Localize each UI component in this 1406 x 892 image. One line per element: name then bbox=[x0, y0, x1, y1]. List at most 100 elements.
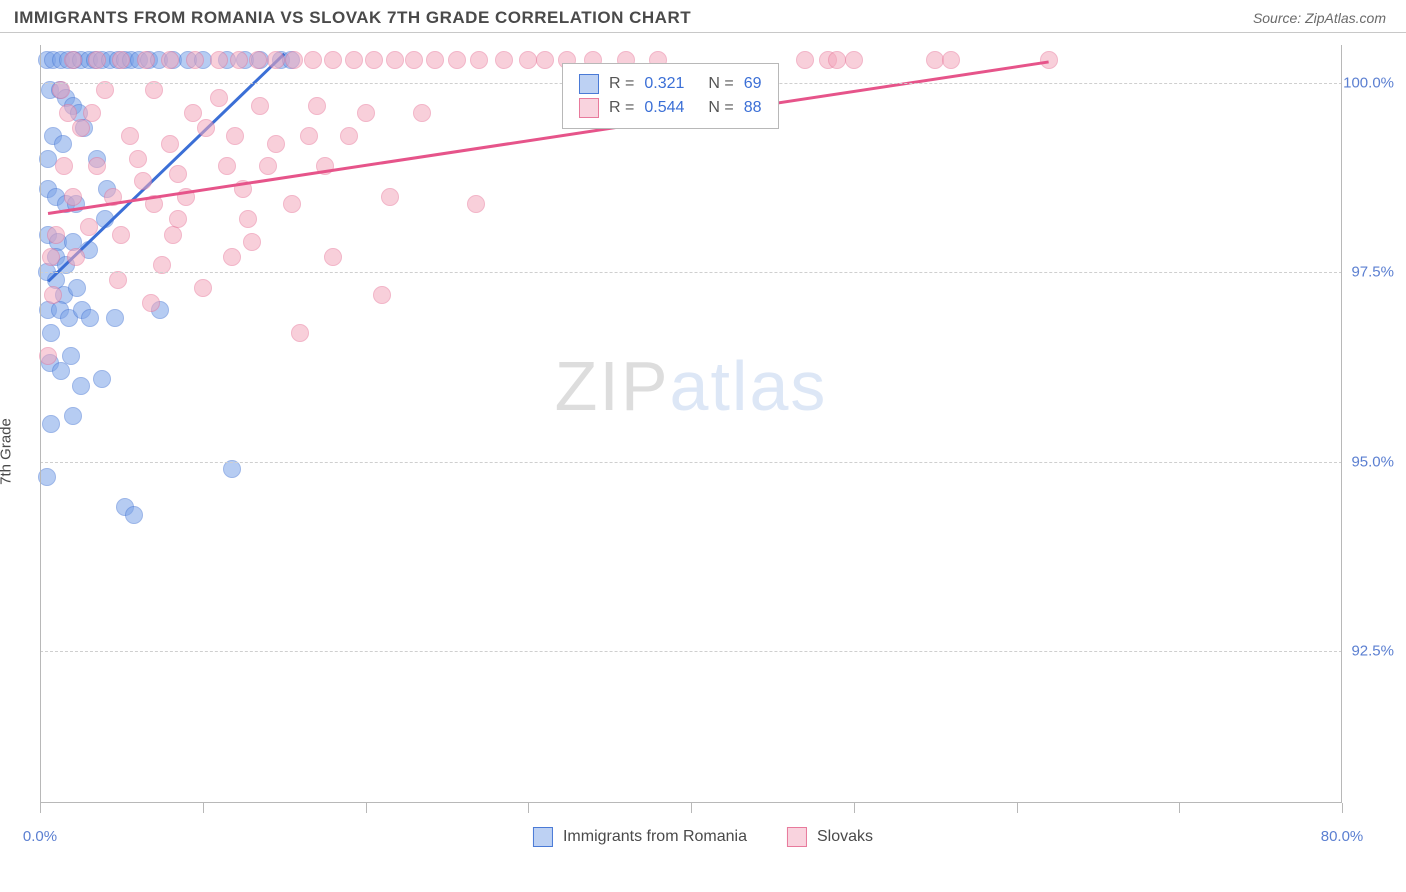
data-point bbox=[324, 248, 342, 266]
data-point bbox=[194, 279, 212, 297]
y-tick-label: 97.5% bbox=[1351, 264, 1394, 281]
data-point bbox=[304, 51, 322, 69]
data-point bbox=[88, 51, 106, 69]
data-point bbox=[536, 51, 554, 69]
data-point bbox=[340, 127, 358, 145]
stats-r-value: 0.544 bbox=[644, 99, 684, 117]
data-point bbox=[112, 51, 130, 69]
data-point bbox=[137, 51, 155, 69]
data-point bbox=[81, 309, 99, 327]
data-point bbox=[267, 135, 285, 153]
data-point bbox=[467, 195, 485, 213]
data-point bbox=[64, 407, 82, 425]
data-point bbox=[93, 370, 111, 388]
stats-r-label: R = bbox=[609, 75, 634, 93]
x-tick-mark bbox=[40, 803, 41, 813]
legend-label-romania: Immigrants from Romania bbox=[563, 828, 747, 846]
data-point bbox=[42, 248, 60, 266]
data-point bbox=[184, 104, 202, 122]
data-point bbox=[169, 210, 187, 228]
data-point bbox=[112, 226, 130, 244]
legend-swatch-pink bbox=[787, 827, 807, 847]
x-tick-mark bbox=[1342, 803, 1343, 813]
data-point bbox=[59, 104, 77, 122]
stats-swatch bbox=[579, 98, 599, 118]
data-point bbox=[169, 165, 187, 183]
data-point bbox=[308, 97, 326, 115]
watermark-part1: ZIP bbox=[555, 347, 670, 425]
y-tick-label: 95.0% bbox=[1351, 453, 1394, 470]
data-point bbox=[243, 233, 261, 251]
data-point bbox=[796, 51, 814, 69]
data-point bbox=[345, 51, 363, 69]
data-point bbox=[88, 157, 106, 175]
data-point bbox=[72, 119, 90, 137]
data-point bbox=[109, 271, 127, 289]
stats-swatch bbox=[579, 74, 599, 94]
chart-title: IMMIGRANTS FROM ROMANIA VS SLOVAK 7TH GR… bbox=[14, 8, 691, 28]
x-tick-mark bbox=[691, 803, 692, 813]
data-point bbox=[251, 97, 269, 115]
data-point bbox=[357, 104, 375, 122]
watermark-part2: atlas bbox=[670, 347, 828, 425]
data-point bbox=[96, 81, 114, 99]
data-point bbox=[448, 51, 466, 69]
stats-n-value: 69 bbox=[744, 75, 762, 93]
data-point bbox=[1040, 51, 1058, 69]
data-point bbox=[470, 51, 488, 69]
bottom-legend: Immigrants from Romania Slovaks bbox=[533, 827, 873, 847]
stats-r-label: R = bbox=[609, 99, 634, 117]
data-point bbox=[223, 248, 241, 266]
chart-header: IMMIGRANTS FROM ROMANIA VS SLOVAK 7TH GR… bbox=[0, 0, 1406, 33]
data-point bbox=[145, 81, 163, 99]
data-point bbox=[426, 51, 444, 69]
y-tick-label: 92.5% bbox=[1351, 643, 1394, 660]
x-tick-label: 0.0% bbox=[23, 828, 57, 845]
legend-label-slovaks: Slovaks bbox=[817, 828, 873, 846]
data-point bbox=[226, 127, 244, 145]
data-point bbox=[64, 51, 82, 69]
data-point bbox=[324, 51, 342, 69]
watermark: ZIPatlas bbox=[555, 346, 828, 426]
chart-area: 7th Grade ZIPatlas Immigrants from Roman… bbox=[0, 33, 1406, 853]
x-tick-mark bbox=[854, 803, 855, 813]
y-axis-line-right bbox=[1341, 45, 1342, 803]
gridline-h bbox=[40, 462, 1342, 463]
legend-item-romania: Immigrants from Romania bbox=[533, 827, 747, 847]
data-point bbox=[495, 51, 513, 69]
data-point bbox=[42, 415, 60, 433]
y-axis-label: 7th Grade bbox=[0, 418, 15, 485]
data-point bbox=[283, 195, 301, 213]
data-point bbox=[386, 51, 404, 69]
data-point bbox=[72, 377, 90, 395]
data-point bbox=[55, 157, 73, 175]
data-point bbox=[39, 347, 57, 365]
gridline-h bbox=[40, 651, 1342, 652]
data-point bbox=[300, 127, 318, 145]
data-point bbox=[62, 347, 80, 365]
stats-legend-row: R =0.544N =88 bbox=[579, 96, 762, 120]
data-point bbox=[83, 104, 101, 122]
data-point bbox=[223, 460, 241, 478]
x-tick-mark bbox=[528, 803, 529, 813]
stats-legend-row: R =0.321N =69 bbox=[579, 72, 762, 96]
data-point bbox=[230, 51, 248, 69]
data-point bbox=[161, 51, 179, 69]
x-tick-label: 80.0% bbox=[1321, 828, 1364, 845]
data-point bbox=[129, 150, 147, 168]
data-point bbox=[291, 324, 309, 342]
data-point bbox=[52, 362, 70, 380]
data-point bbox=[210, 89, 228, 107]
data-point bbox=[267, 51, 285, 69]
data-point bbox=[845, 51, 863, 69]
data-point bbox=[413, 104, 431, 122]
legend-swatch-blue bbox=[533, 827, 553, 847]
data-point bbox=[153, 256, 171, 274]
data-point bbox=[365, 51, 383, 69]
stats-r-value: 0.321 bbox=[644, 75, 684, 93]
gridline-h bbox=[40, 272, 1342, 273]
data-point bbox=[210, 51, 228, 69]
data-point bbox=[67, 248, 85, 266]
data-point bbox=[249, 51, 267, 69]
data-point bbox=[47, 226, 65, 244]
